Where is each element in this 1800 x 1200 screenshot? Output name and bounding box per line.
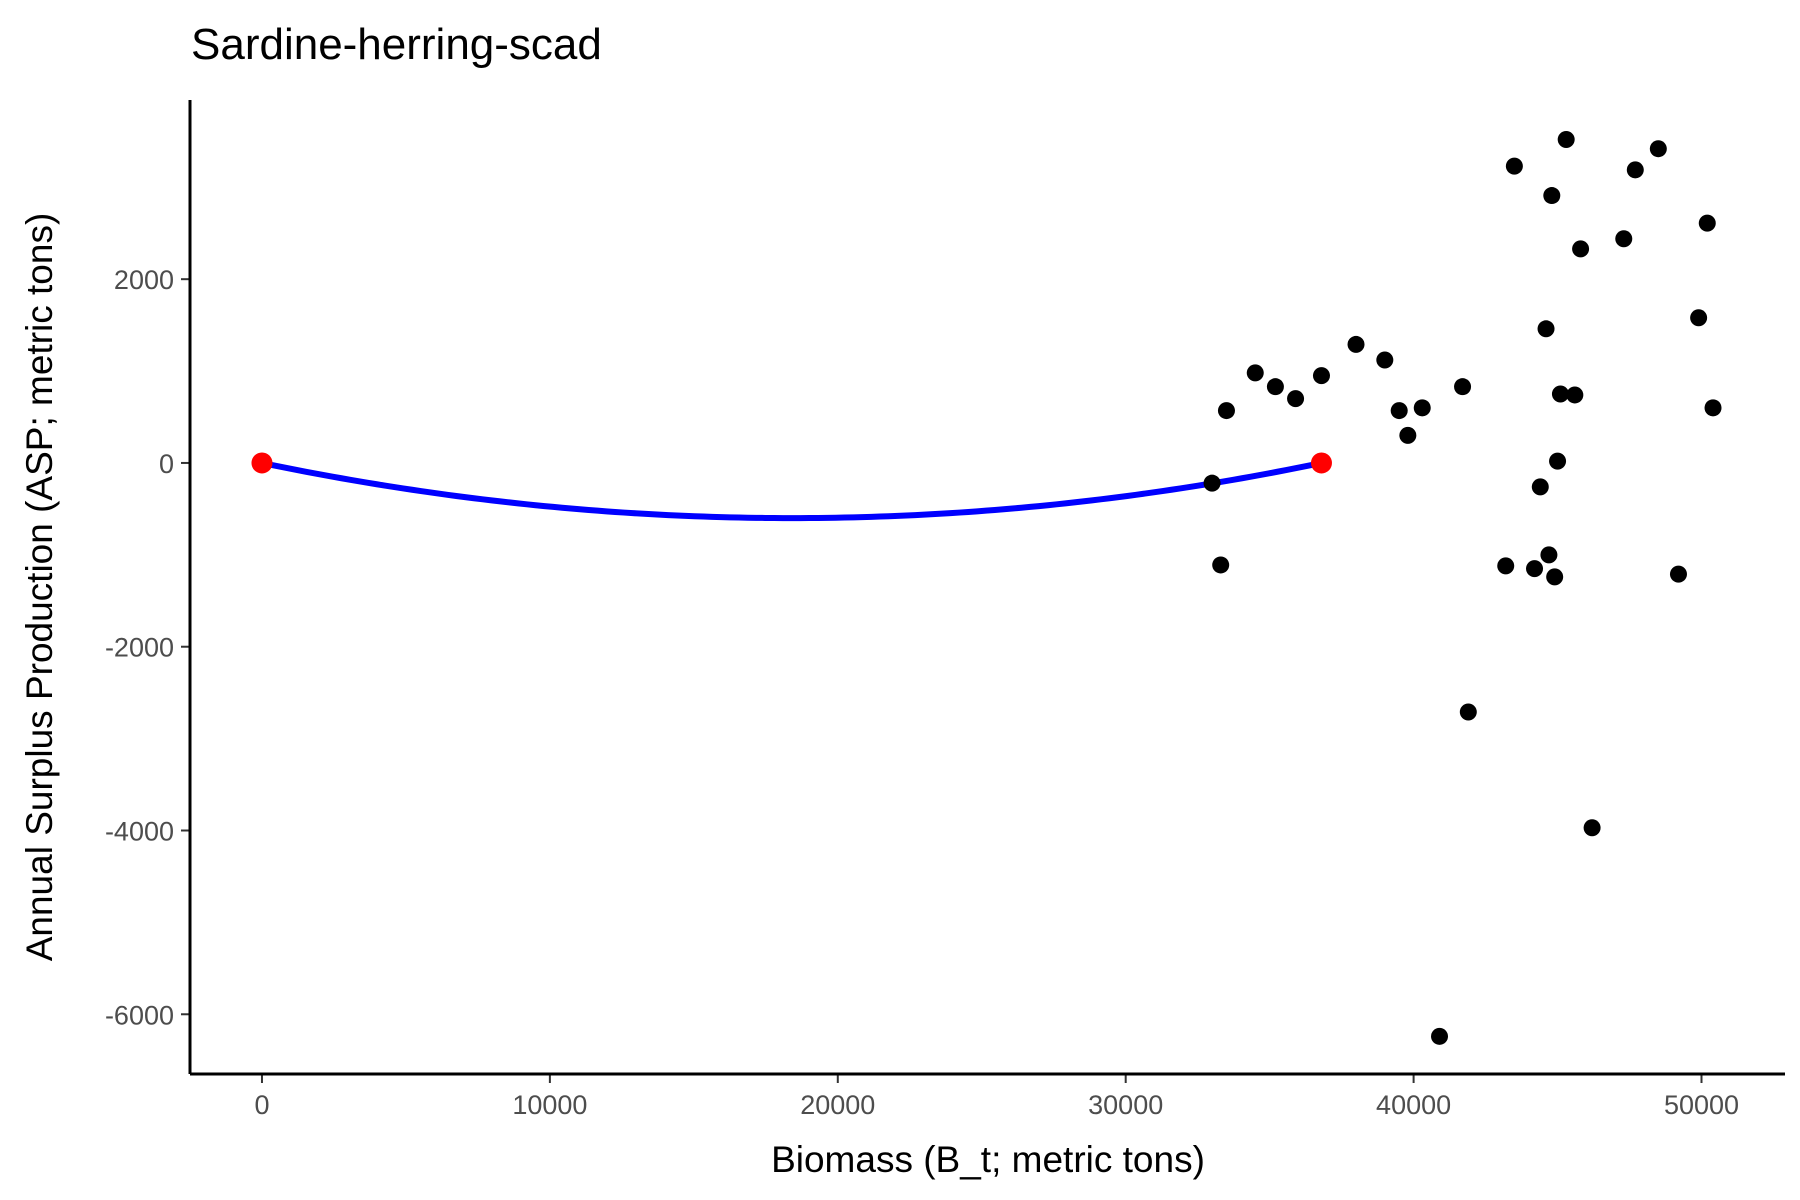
- data-point: [1212, 556, 1230, 574]
- x-tick-label: 20000: [800, 1090, 875, 1120]
- x-tick-label: 0: [254, 1090, 269, 1120]
- fitted-curve: [261, 460, 1323, 522]
- y-tick-label: 0: [159, 449, 174, 479]
- x-tick-label: 10000: [512, 1090, 587, 1120]
- data-point: [1312, 367, 1330, 385]
- y-axis-ticks: -6000 -4000 -2000 0 2000: [105, 265, 190, 1030]
- data-point: [1698, 214, 1716, 232]
- data-point: [1704, 399, 1722, 417]
- data-points: [1203, 131, 1722, 1045]
- data-point: [1376, 351, 1394, 369]
- data-point: [1459, 703, 1477, 721]
- data-point: [1551, 385, 1569, 403]
- x-axis-title: Biomass (B_t; metric tons): [771, 1139, 1205, 1180]
- y-tick-label: -4000: [105, 817, 174, 847]
- data-point: [1390, 402, 1408, 420]
- x-tick-label: 40000: [1376, 1090, 1451, 1120]
- data-point: [1505, 157, 1523, 175]
- data-point: [1690, 309, 1708, 327]
- data-point: [1549, 452, 1567, 470]
- data-point: [1287, 390, 1305, 408]
- curve-endpoints: [251, 452, 1332, 474]
- y-tick-label: 2000: [114, 265, 174, 295]
- curve-endpoint: [1310, 452, 1332, 474]
- data-point: [1566, 386, 1584, 404]
- data-point: [1626, 161, 1644, 179]
- chart-title: Sardine-herring-scad: [191, 20, 602, 69]
- data-point: [1543, 187, 1561, 205]
- data-point: [1431, 1027, 1449, 1045]
- data-point: [1526, 560, 1544, 578]
- data-point: [1246, 364, 1264, 382]
- data-point: [1540, 546, 1558, 564]
- curve-endpoint: [251, 452, 273, 474]
- data-point: [1454, 378, 1472, 396]
- x-tick-label: 50000: [1664, 1090, 1739, 1120]
- y-axis-title: Annual Surplus Production (ASP; metric t…: [19, 213, 60, 962]
- x-tick-label: 30000: [1088, 1090, 1163, 1120]
- y-tick-label: -2000: [105, 633, 174, 663]
- data-point: [1669, 565, 1687, 583]
- data-point: [1497, 557, 1515, 575]
- data-point: [1557, 131, 1575, 149]
- data-point: [1347, 335, 1365, 353]
- data-point: [1203, 474, 1221, 492]
- y-tick-label: -6000: [105, 1000, 174, 1030]
- data-point: [1615, 230, 1633, 248]
- data-point: [1583, 819, 1601, 837]
- data-point: [1649, 140, 1667, 158]
- data-point: [1217, 402, 1235, 420]
- data-point: [1413, 399, 1431, 417]
- data-point: [1399, 426, 1417, 444]
- data-point: [1546, 568, 1564, 586]
- data-point: [1537, 320, 1555, 338]
- x-axis-ticks: 0 10000 20000 30000 40000 50000: [254, 1074, 1739, 1120]
- data-point: [1266, 378, 1284, 396]
- data-point: [1572, 240, 1590, 258]
- data-point: [1531, 478, 1549, 496]
